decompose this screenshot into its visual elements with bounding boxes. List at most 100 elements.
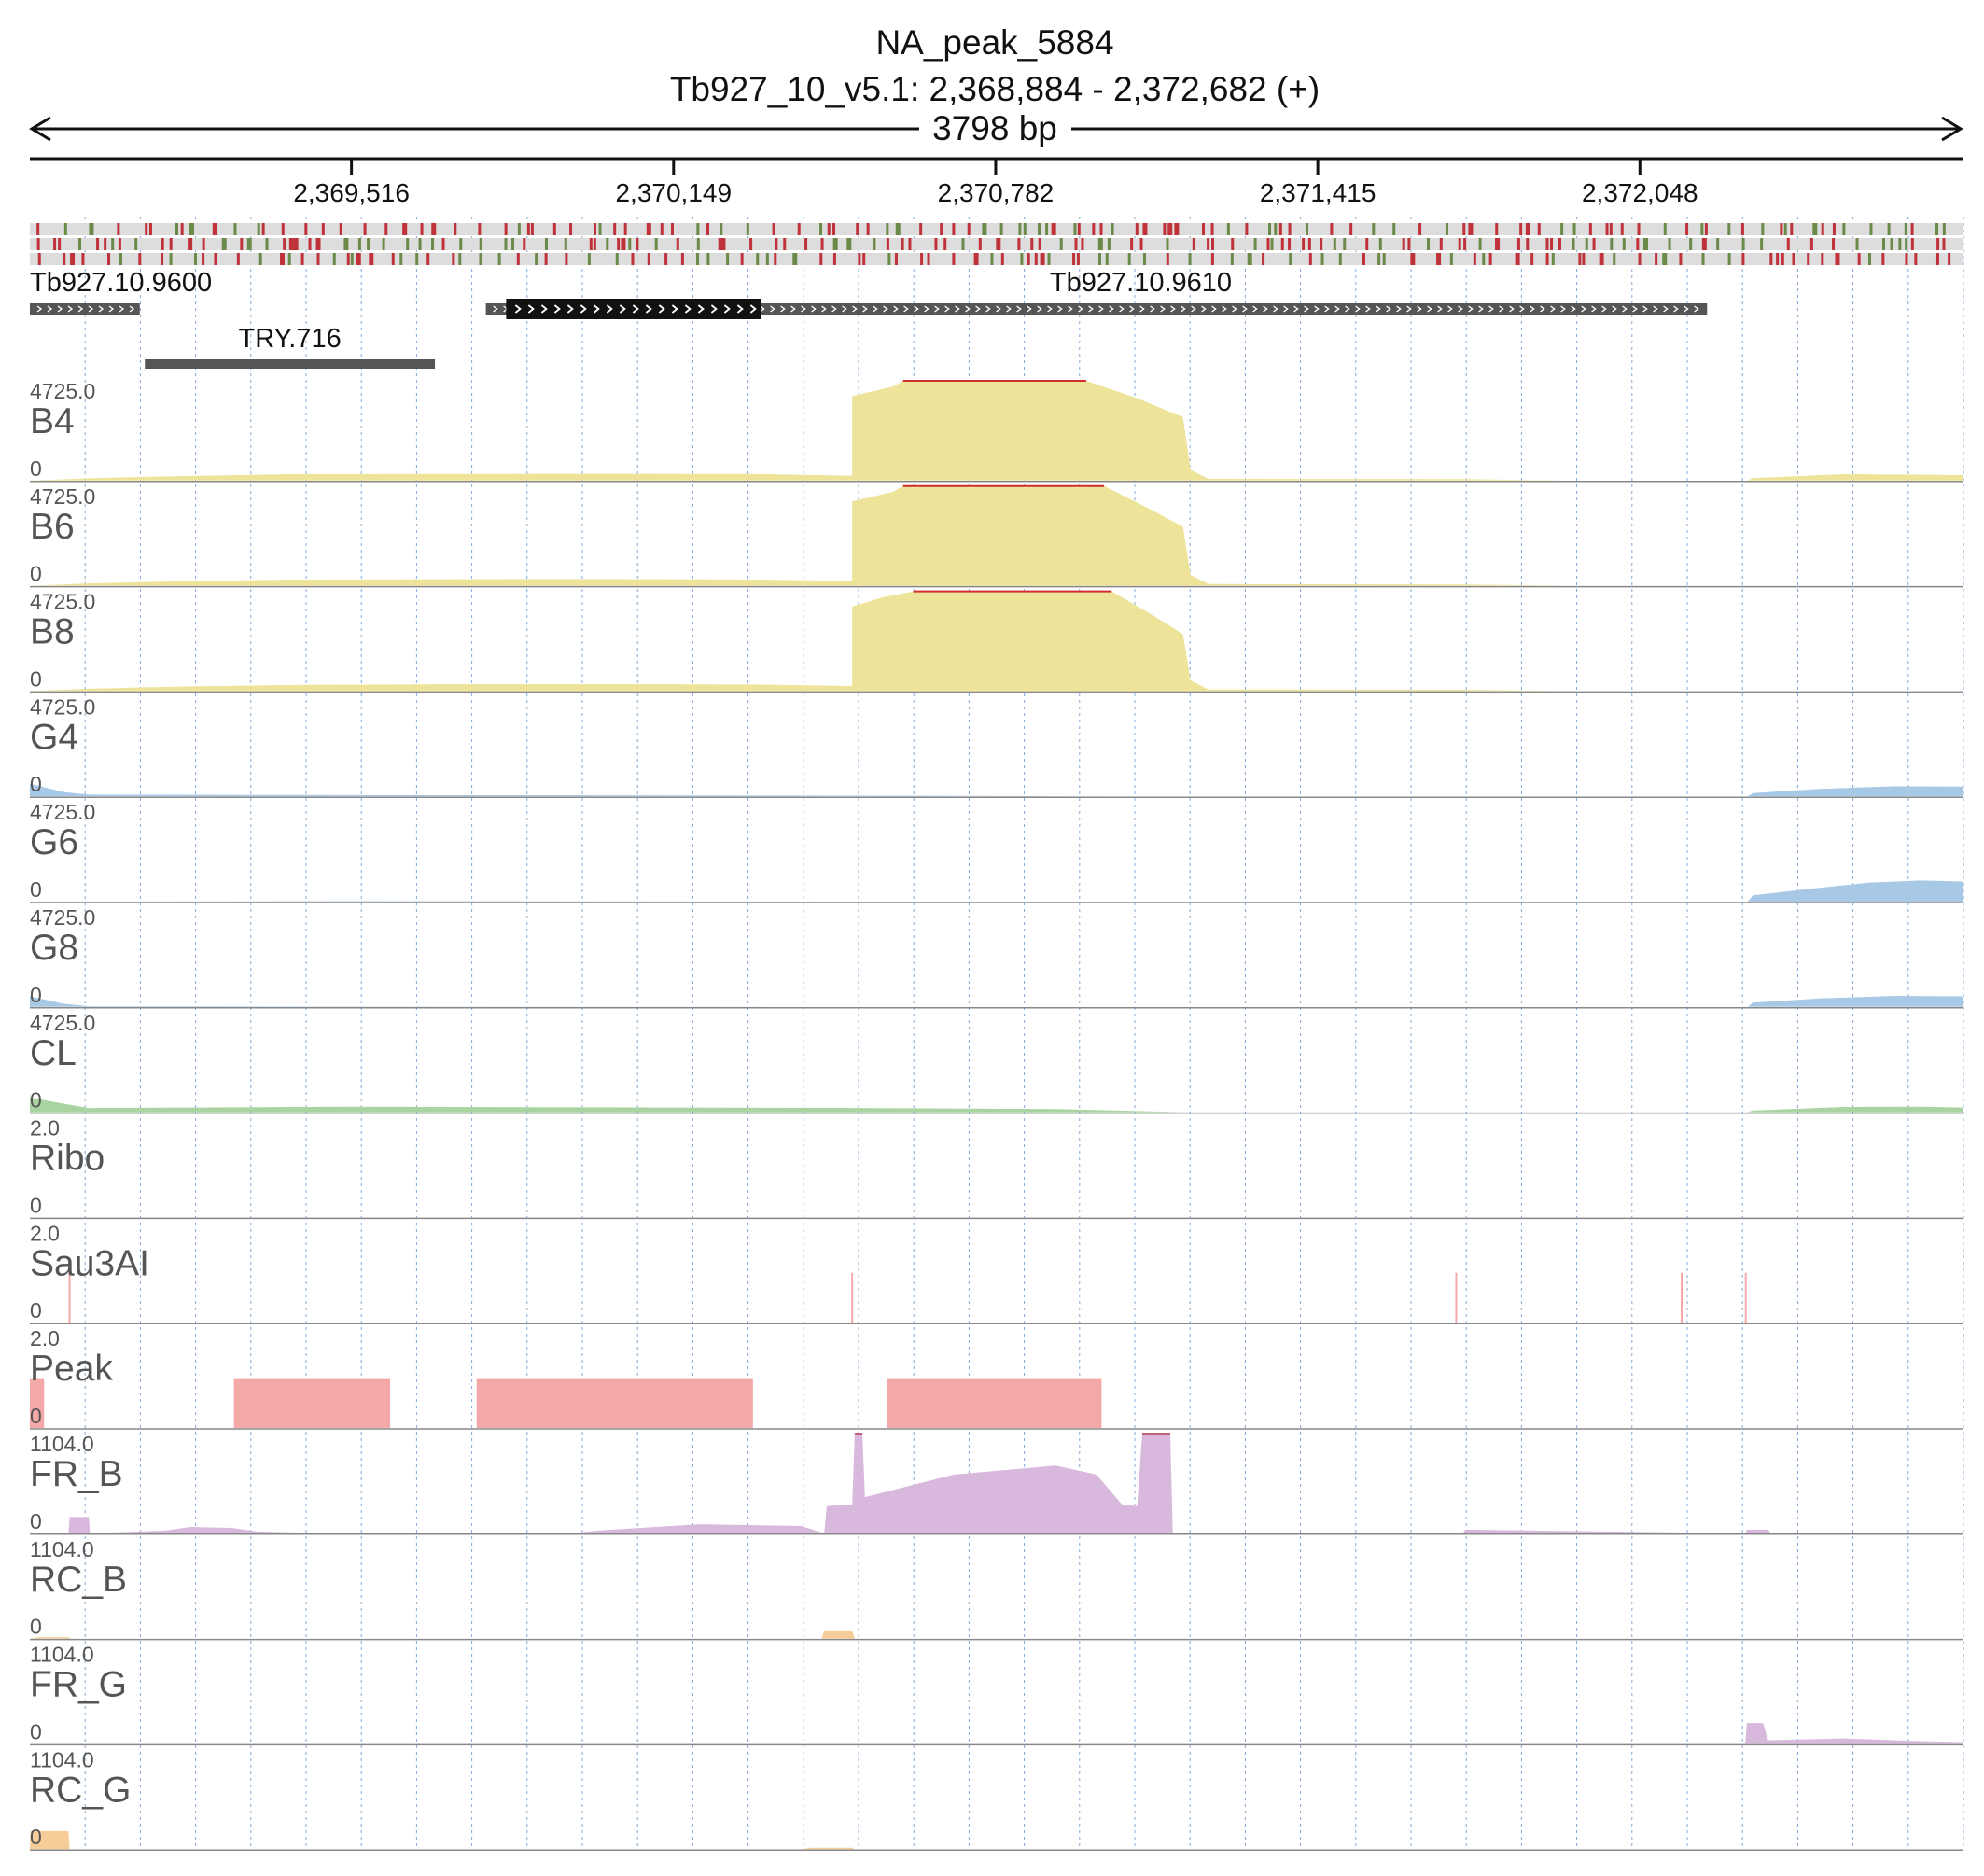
stop-codon-mark: [1769, 253, 1773, 265]
stop-codon-mark: [919, 223, 923, 235]
stop-codon-mark: [1637, 223, 1641, 235]
start-codon-mark: [1942, 223, 1946, 235]
start-codon-mark: [1560, 223, 1564, 235]
stop-codon-mark: [138, 253, 142, 265]
stop-codon-mark: [145, 223, 148, 235]
track-name: G6: [30, 822, 78, 862]
strand-chevron: [1632, 305, 1638, 313]
stop-codon-mark: [1174, 223, 1180, 235]
stop-codon-mark: [866, 223, 870, 235]
start-codon-mark: [1306, 223, 1309, 235]
start-codon-mark: [1882, 238, 1886, 250]
stop-codon-mark: [996, 238, 1001, 250]
start-codon-mark: [510, 238, 514, 250]
start-codon-mark: [382, 238, 385, 250]
stop-codon-mark: [236, 253, 240, 265]
track-name: RC_B: [30, 1560, 127, 1600]
stop-codon-mark: [1835, 253, 1840, 265]
start-codon-mark: [1890, 238, 1893, 250]
strand-chevron: [1560, 305, 1566, 313]
strand-chevron: [566, 304, 574, 314]
peak-block: [887, 1378, 1102, 1428]
stop-codon-mark: [441, 238, 445, 250]
stop-codon-mark: [1582, 253, 1586, 265]
start-codon-mark: [706, 253, 710, 265]
strand-chevron: [1642, 305, 1648, 313]
strand-chevron: [658, 304, 665, 314]
stop-codon-mark: [1636, 238, 1640, 250]
stop-codon-mark: [978, 238, 982, 250]
start-codon-mark: [1905, 238, 1908, 250]
strand-chevron: [57, 305, 63, 313]
stop-codon-mark: [1558, 238, 1561, 250]
start-codon-mark: [343, 238, 349, 250]
start-codon-mark: [1378, 238, 1382, 250]
stop-codon-mark: [940, 223, 943, 235]
strand-chevron: [1181, 305, 1186, 313]
stop-codon-mark: [901, 238, 904, 250]
stop-codon-mark: [862, 253, 866, 265]
strand-chevron: [1694, 305, 1699, 313]
strand-chevron: [684, 304, 692, 314]
strand-chevron: [1293, 305, 1299, 313]
stop-codon-mark: [300, 253, 304, 265]
stop-codon-mark: [96, 238, 100, 250]
start-codon-mark: [1270, 238, 1274, 250]
stop-codon-mark: [1519, 223, 1523, 235]
stop-codon-mark: [261, 223, 265, 235]
track-scale-max: 1104.0: [30, 1537, 94, 1561]
strand-chevron: [1417, 305, 1422, 313]
track-name: G4: [30, 717, 78, 757]
stop-codon-mark: [281, 223, 285, 235]
stop-codon-mark: [1525, 223, 1530, 235]
stop-codon-mark: [670, 223, 674, 235]
stop-codon-mark: [774, 253, 777, 265]
start-codon-mark: [1274, 223, 1278, 235]
stop-codon-mark: [384, 223, 388, 235]
stop-codon-mark: [1881, 253, 1885, 265]
strand-chevron: [1519, 305, 1525, 313]
stop-codon-mark: [613, 223, 617, 235]
start-codon-mark: [846, 238, 852, 250]
start-codon-mark: [1045, 223, 1049, 235]
strand-chevron: [1365, 305, 1371, 313]
stop-codon-mark: [1790, 223, 1794, 235]
strand-chevron: [1037, 305, 1042, 313]
track-g4: 4725.0G4 0: [30, 694, 1963, 798]
track-scale-max: 4725.0: [30, 800, 95, 824]
track-signal-area: [30, 381, 1963, 481]
strand-chevron: [1139, 305, 1145, 313]
stop-codon-mark: [363, 223, 367, 235]
track-g8: 4725.0G8 0: [30, 905, 1963, 1009]
stop-codon-mark: [1516, 238, 1520, 250]
stop-codon-mark: [647, 253, 650, 265]
strand-chevron: [1129, 305, 1135, 313]
track-name: B4: [30, 401, 75, 441]
start-codon-mark: [1107, 238, 1111, 250]
start-codon-mark: [193, 253, 197, 265]
coordinate-ruler: 2,369,516 2,370,149 2,370,782 2,371,415 2,37…: [30, 157, 1963, 207]
stop-codon-mark: [1905, 253, 1908, 265]
start-codon-mark: [458, 253, 462, 265]
stop-codon-mark: [1942, 238, 1946, 250]
stop-codon-mark: [1701, 238, 1707, 250]
track-name: B8: [30, 612, 75, 652]
strand-chevron: [1314, 305, 1320, 313]
start-codon-mark: [1097, 253, 1101, 265]
stop-codon-mark: [1495, 238, 1501, 250]
strand-chevron: [955, 305, 960, 313]
strand-chevron: [1222, 305, 1227, 313]
strand-chevron: [619, 304, 626, 314]
start-codon-mark: [406, 238, 410, 250]
start-codon-mark: [1018, 223, 1022, 235]
start-codon-mark: [431, 238, 435, 250]
start-codon-mark: [367, 238, 370, 250]
start-codon-mark: [189, 223, 194, 235]
start-codon-mark: [1320, 253, 1324, 265]
strand-chevron: [883, 305, 888, 313]
strand-chevron: [77, 305, 84, 313]
stop-codon-mark: [454, 223, 457, 235]
start-codon-mark: [1226, 223, 1230, 235]
track-scale-max: 2.0: [30, 1326, 60, 1351]
